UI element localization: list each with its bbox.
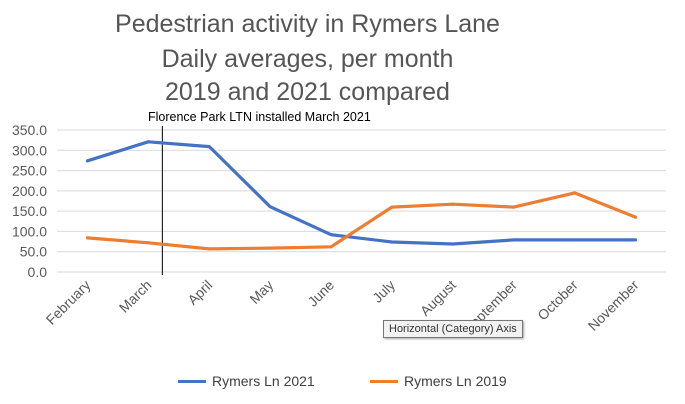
- x-tick-label: April: [184, 277, 215, 308]
- axis-tooltip: Horizontal (Category) Axis: [383, 320, 523, 338]
- x-tick-label: March: [116, 277, 155, 316]
- data-point-2021: [573, 238, 577, 242]
- x-tick-label: June: [304, 277, 337, 310]
- series-line-2021: [85, 140, 638, 246]
- data-point-2019: [390, 205, 394, 209]
- x-tick-label: October: [534, 277, 581, 324]
- data-point-2019: [512, 205, 516, 209]
- legend-item-2019[interactable]: Rymers Ln 2019: [370, 373, 507, 389]
- legend-item-2021[interactable]: Rymers Ln 2021: [178, 373, 315, 389]
- data-point-2019: [146, 241, 150, 245]
- chart-title-line-1: Pedestrian activity in Rymers Lane: [115, 10, 500, 38]
- data-point-2019: [85, 236, 89, 240]
- data-point-2021: [634, 238, 638, 242]
- data-point-2019: [207, 247, 211, 251]
- y-tick-label: 350.0: [12, 122, 47, 138]
- legend-swatch-2021: [178, 379, 206, 383]
- x-tick-label: July: [369, 277, 398, 306]
- x-tick-label: February: [43, 277, 94, 328]
- y-tick-label: 100.0: [12, 223, 47, 239]
- x-tick-label: November: [585, 277, 642, 334]
- data-point-2021: [390, 240, 394, 244]
- chart-title-line-3: 2019 and 2021 compared: [165, 78, 450, 106]
- legend-label-2019: Rymers Ln 2019: [404, 373, 507, 389]
- series-line-2019: [85, 191, 638, 251]
- data-point-2021: [207, 145, 211, 149]
- y-tick-label: 0.0: [28, 264, 48, 280]
- y-tick-label: 250.0: [12, 163, 47, 179]
- chart-title-line-2: Daily averages, per month: [161, 45, 454, 73]
- y-tick-label: 200.0: [12, 183, 47, 199]
- y-tick-label: 300.0: [12, 142, 47, 158]
- data-point-2021: [85, 159, 89, 163]
- data-point-2021: [146, 140, 150, 144]
- y-tick-label: 50.0: [20, 244, 47, 260]
- data-point-2021: [512, 238, 516, 242]
- data-point-2021: [451, 242, 455, 246]
- data-point-2019: [634, 215, 638, 219]
- data-point-2019: [329, 245, 333, 249]
- data-point-2021: [268, 205, 272, 209]
- legend-label-2021: Rymers Ln 2021: [212, 373, 315, 389]
- data-point-2019: [573, 191, 577, 195]
- y-tick-label: 150.0: [12, 203, 47, 219]
- x-tick-label: May: [246, 277, 276, 307]
- data-point-2021: [329, 233, 333, 237]
- data-point-2019: [451, 202, 455, 206]
- annotation-label: Florence Park LTN installed March 2021: [148, 110, 371, 124]
- data-point-2019: [268, 246, 272, 250]
- legend-swatch-2019: [370, 379, 398, 383]
- x-tick-label: August: [417, 277, 459, 319]
